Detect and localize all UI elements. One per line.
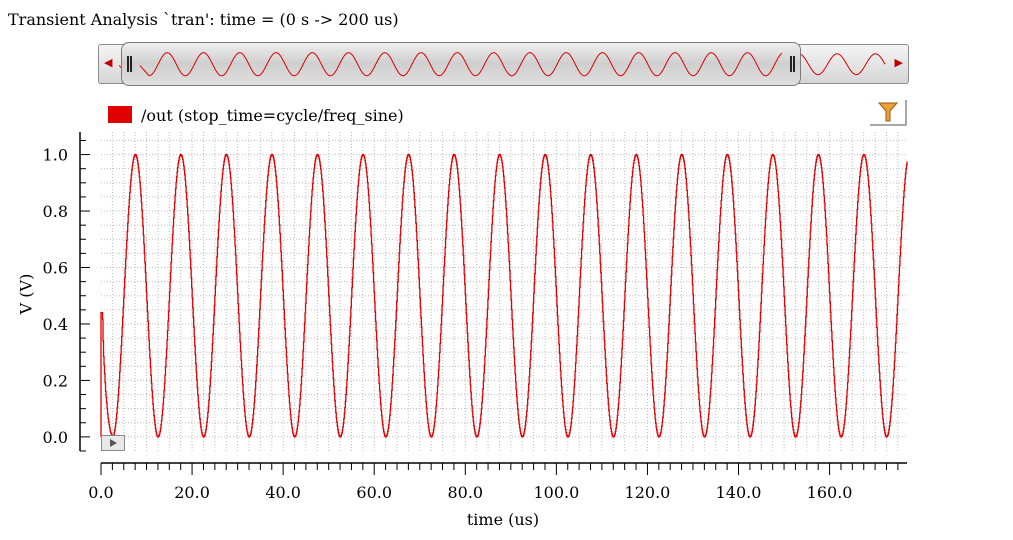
x-tick-label: 40.0 — [265, 483, 301, 502]
y-tick-label: 1.0 — [43, 146, 68, 165]
zoom-handle-right[interactable] — [790, 56, 795, 72]
trace-out[interactable] — [100, 153, 908, 438]
y-tick-label: 0.0 — [43, 428, 68, 447]
x-tick-label: 0.0 — [88, 483, 113, 502]
y-tick-label: 0.8 — [43, 202, 68, 221]
x-tick-label: 160.0 — [807, 483, 853, 502]
overview-window-trace — [139, 52, 783, 77]
play-icon[interactable] — [101, 435, 125, 451]
y-tick-label: 0.6 — [43, 259, 68, 278]
funnel-icon[interactable] — [869, 98, 907, 126]
y-axis-label: V (V) — [16, 273, 36, 315]
y-tick-labels: 0.0 0.2 0.4 0.6 0.8 1.0 — [43, 146, 68, 447]
x-tick-label: 60.0 — [356, 483, 392, 502]
triangle-left-icon[interactable]: ◀ — [104, 56, 113, 69]
x-tick-label: 20.0 — [174, 483, 210, 502]
zoom-handle-left[interactable] — [127, 56, 132, 72]
y-tick-label: 0.4 — [43, 315, 68, 334]
x-tick-labels: 0.0 20.0 40.0 60.0 80.0 100.0 120.0 140.0 160.0 — [88, 483, 852, 502]
overview-scrollbar[interactable]: ◀ ▶ — [98, 42, 909, 86]
overview-window-waveform — [139, 52, 783, 77]
y-tick-label: 0.2 — [43, 371, 68, 390]
triangle-right-icon[interactable]: ▶ — [894, 56, 903, 69]
x-tick-label: 140.0 — [716, 483, 762, 502]
window-title: Transient Analysis `tran': time = (0 s -… — [8, 10, 399, 29]
x-tick-label: 100.0 — [533, 483, 579, 502]
x-tick-label: 120.0 — [625, 483, 671, 502]
overview-zoom-window[interactable] — [121, 42, 801, 86]
trace-layer — [100, 153, 908, 438]
x-tick-label: 80.0 — [447, 483, 483, 502]
x-axis-label: time (us) — [466, 510, 540, 529]
legend-swatch — [108, 106, 132, 123]
plot-axes — [79, 132, 907, 475]
legend-label: /out (stop_time=cycle/freq_sine) — [141, 106, 404, 125]
